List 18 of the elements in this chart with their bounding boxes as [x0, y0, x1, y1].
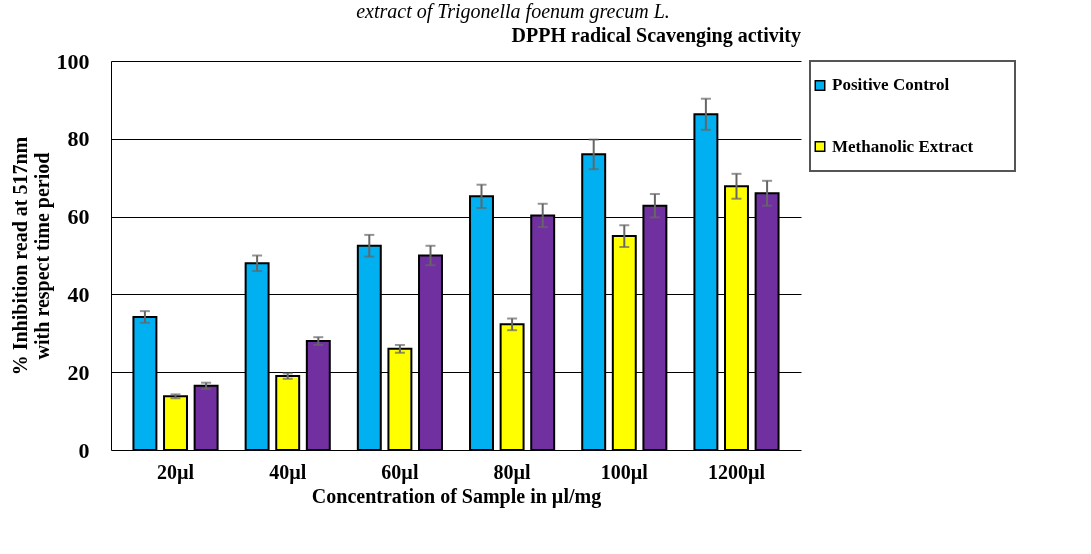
x-tick-label: 100µl — [600, 460, 649, 484]
x-tick-label: 20µl — [156, 460, 195, 484]
legend-label: Positive Control — [832, 75, 950, 95]
x-tick-label: 80µl — [493, 460, 532, 484]
x-tick-label: 1200µl — [707, 460, 766, 484]
x-tick-label: 40µl — [269, 460, 307, 484]
y-tick-label: 100 — [56, 48, 90, 74]
y-tick-label: 40 — [67, 281, 90, 307]
y-tick-label: 60 — [67, 204, 90, 230]
legend-label: Methanolic Extract — [832, 136, 974, 156]
y-axis-title: % Inhibition read at 517nm with respect time period — [8, 136, 54, 376]
x-axis-title: Concentration of Sample in µl/mg — [311, 484, 602, 508]
y-tick-label: 20 — [67, 359, 90, 385]
text: extract of Trigonella foenum grecum L. — [356, 0, 670, 23]
chart-title: DPPH radical Scavenging activity — [511, 24, 801, 47]
x-tick-label: 60µl — [381, 460, 419, 484]
y-tick-label: 80 — [67, 126, 90, 152]
y-tick-label: 0 — [78, 437, 90, 463]
